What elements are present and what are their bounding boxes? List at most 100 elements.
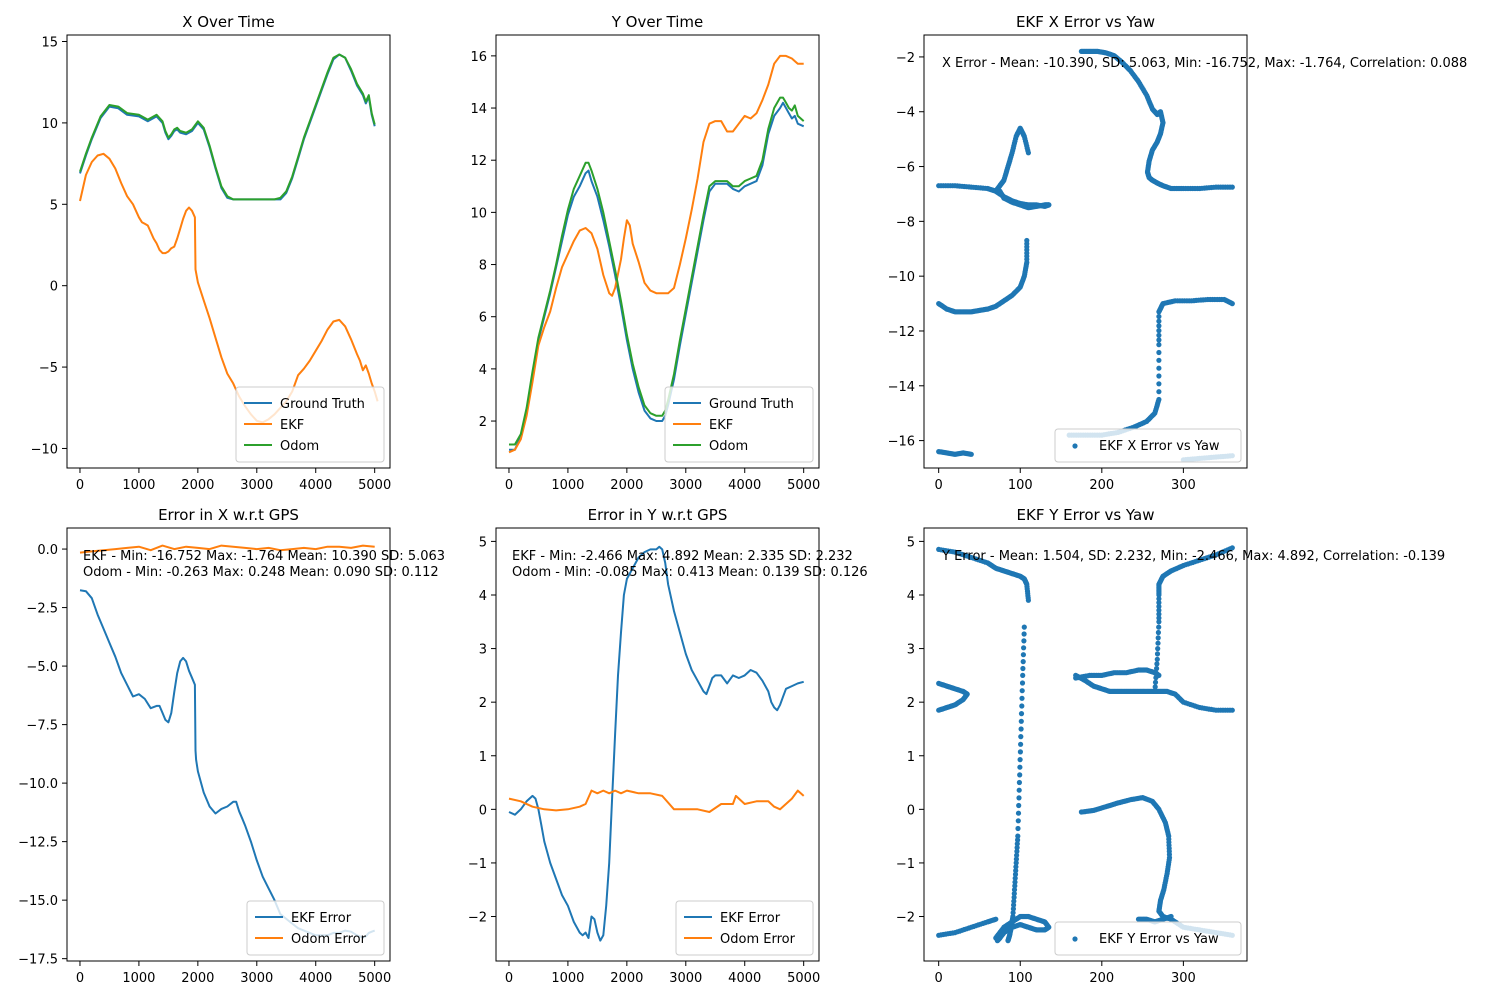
y-tick-label: 0 [907,803,915,818]
scatter-point [1046,202,1052,208]
scatter-point [1156,328,1162,334]
scatter-point [1016,795,1022,801]
legend-box [664,386,814,463]
x-tick-label: 4000 [728,478,761,493]
scatter-point [1020,659,1026,665]
scatter-point [1017,764,1023,770]
scatter-point [1155,646,1161,652]
scatter-point [1229,184,1235,190]
y-tick-label: −4 [896,106,915,121]
x-tick-label: 4000 [299,478,332,493]
scatter-point [936,707,942,713]
y-tick-label: −6 [896,161,915,176]
y-tick-label: 3 [907,643,915,658]
scatter-point [1012,875,1018,881]
legend-box [675,900,814,956]
y-tick-label: −12 [888,325,915,340]
scatter-point [1020,665,1026,672]
x-tick-label: 5000 [787,971,820,986]
legend-label: EKF Error [291,911,352,926]
scatter-point [1152,688,1158,695]
legend-label: Ground Truth [280,397,365,412]
scatter-point [1014,852,1020,858]
scatter-point [1021,624,1027,630]
x-tick-label: 5000 [787,478,820,493]
scatter-series [936,545,1235,944]
legend-label: EKF X Error vs Yaw [1099,439,1220,454]
scatter-point [1013,860,1019,866]
y-tick-label: 4 [479,589,487,604]
scatter-point [1005,938,1011,944]
scatter-point [1018,726,1024,732]
x-tick-label: 4000 [728,971,761,986]
x-tick-label: 3000 [669,971,702,986]
legend: Ground Truth EKF Odom [664,386,814,463]
y-tick-label: 2 [479,415,487,430]
y-tick-label: −15.0 [18,894,58,909]
scatter-point [1018,734,1024,740]
stats-annotation: Odom - Min: -0.085 Max: 0.413 Mean: 0.13… [512,565,868,580]
plot-area [936,545,1235,944]
scatter-point [1015,810,1022,816]
y-tick-label: 6 [479,311,487,326]
x-tick-label: 1000 [122,971,155,986]
scatter-point [1024,237,1030,244]
chart-title: Error in Y w.r.t GPS [588,506,728,524]
y-tick-label: 5 [479,535,487,550]
y-tick-label: −2 [896,911,915,926]
y-tick-label: 4 [907,589,915,604]
legend-label: Odom [280,439,319,454]
legend-label: Ground Truth [709,397,794,412]
scatter-point [1011,898,1017,904]
scatter-point [1020,672,1026,679]
y-tick-label: −1 [896,857,915,872]
x-tick-label: 3000 [240,971,273,986]
y-tick-label: −1 [468,857,487,872]
y-tick-label: 1 [907,750,915,765]
series-line-1 [79,544,375,554]
x-tick-label: 3000 [240,478,273,493]
scatter-point [1156,389,1162,395]
series-line-2 [79,53,376,201]
scatter-point [1018,741,1024,747]
scatter-point [1017,772,1023,778]
y-tick-label: 10 [470,206,487,221]
scatter-point [1012,883,1018,889]
scatter-point [1013,868,1019,874]
scatter-point [1011,902,1017,908]
y-tick-label: 14 [470,102,487,117]
scatter-point [1156,600,1162,606]
scatter-point [1015,818,1021,824]
y-tick-label: −12.5 [18,836,58,851]
y-tick-label: −2 [468,911,487,926]
chart-title: Error in X w.r.t GPS [158,506,299,524]
chart-title: X Over Time [182,13,275,31]
plot-area [508,545,805,942]
scatter-point [1156,619,1162,625]
legend: EKF Error Odom Error [246,900,385,956]
scatter-point [1015,837,1021,843]
scatter-point [1025,150,1031,156]
scatter-point [1018,711,1025,717]
x-tick-label: 2000 [181,478,214,493]
scatter-point [1020,652,1026,658]
series-line-0 [508,545,804,942]
series-line-1 [79,152,379,424]
scatter-point [1156,313,1162,320]
chart-ekf-y-error-vs-yaw: EKF Y Error vs Yaw 0 100 200 300 −2 −1 0 1 2 3 4 5 Y … [896,506,1445,986]
legend-label: EKF [709,418,733,433]
scatter-point [1155,635,1161,641]
y-tick-label: 10 [41,117,58,132]
scatter-point [1156,396,1162,403]
x-tick-label: 1000 [551,971,584,986]
scatter-point [1014,845,1020,851]
y-tick-label: 16 [470,50,487,65]
chart-error-in-x: Error in X w.r.t GPS 0 1000 2000 3000 4000 500… [18,506,445,986]
y-tick-label: 1 [479,750,487,765]
scatter-point [1154,651,1161,657]
scatter-point [1016,787,1022,793]
axes-frame [923,527,1248,962]
x-tick-label: 1000 [122,478,155,493]
